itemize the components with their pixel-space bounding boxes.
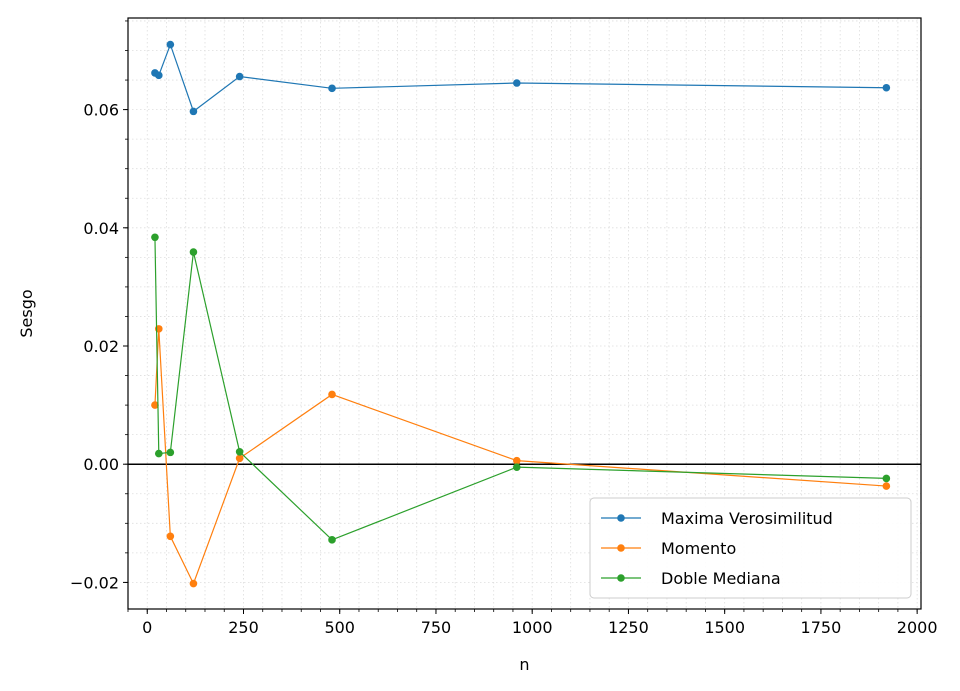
legend-entry-1: Momento xyxy=(661,539,736,558)
x-tick-label: 500 xyxy=(324,618,355,637)
series-2-point xyxy=(235,447,244,456)
plot-frame xyxy=(127,17,922,610)
x-tick-label: 1250 xyxy=(608,618,649,637)
x-tick-label: 1000 xyxy=(512,618,553,637)
series-2-point xyxy=(513,463,521,471)
series-1-point xyxy=(882,482,891,490)
y-tick-label: 0.02 xyxy=(83,337,119,356)
series-line-2 xyxy=(154,237,887,541)
x-tick-label: 2000 xyxy=(897,618,938,637)
y-tick-label: 0.04 xyxy=(83,219,119,238)
series-2-point xyxy=(189,248,198,256)
series-1-point xyxy=(189,579,198,588)
series-2-point xyxy=(151,233,159,242)
series-1-point xyxy=(328,390,336,399)
series-0-point xyxy=(189,107,198,116)
x-tick-label: 0 xyxy=(142,618,152,637)
y-tick-label: 0.06 xyxy=(83,101,119,120)
series-layer xyxy=(151,40,891,588)
x-axis-label: n xyxy=(519,655,529,674)
x-tick-label: 1500 xyxy=(704,618,745,637)
y-axis-label: Sesgo xyxy=(17,289,36,337)
series-0-point xyxy=(513,79,521,87)
series-2-point xyxy=(328,536,336,544)
x-tick-label: 1750 xyxy=(801,618,842,637)
series-1-point xyxy=(235,454,244,463)
legend: Maxima Verosimilitud Momento Doble Mediana xyxy=(589,497,912,599)
series-1-point xyxy=(166,532,175,541)
series-1-point xyxy=(151,401,159,409)
y-tick-label: 0.00 xyxy=(83,455,119,474)
series-0-point xyxy=(328,84,336,93)
legend-box xyxy=(589,497,912,599)
x-tick-label: 750 xyxy=(421,618,452,637)
series-0-point xyxy=(235,72,244,81)
legend-entry-0: Maxima Verosimilitud xyxy=(661,509,833,528)
series-line-1 xyxy=(154,328,887,586)
series-0-point xyxy=(882,83,891,92)
y-tick-label: −0.02 xyxy=(70,573,119,592)
series-1-point xyxy=(513,456,521,465)
series-0-point xyxy=(154,71,163,80)
legend-swatch-marker xyxy=(617,544,625,552)
series-2-point xyxy=(166,448,175,457)
series-0-point xyxy=(166,40,175,49)
x-tick-label: 250 xyxy=(228,618,259,637)
axis-ticks: 0 250 500 750 1000 1250 1500 1750 2000 −0.02 0.00 0… xyxy=(70,20,938,637)
series-2-point xyxy=(882,474,891,483)
series-2-point xyxy=(154,449,163,458)
legend-swatch-marker xyxy=(617,514,625,522)
legend-entry-2: Doble Mediana xyxy=(661,569,781,588)
series-line-0 xyxy=(154,42,887,113)
legend-swatch-marker xyxy=(617,574,625,582)
